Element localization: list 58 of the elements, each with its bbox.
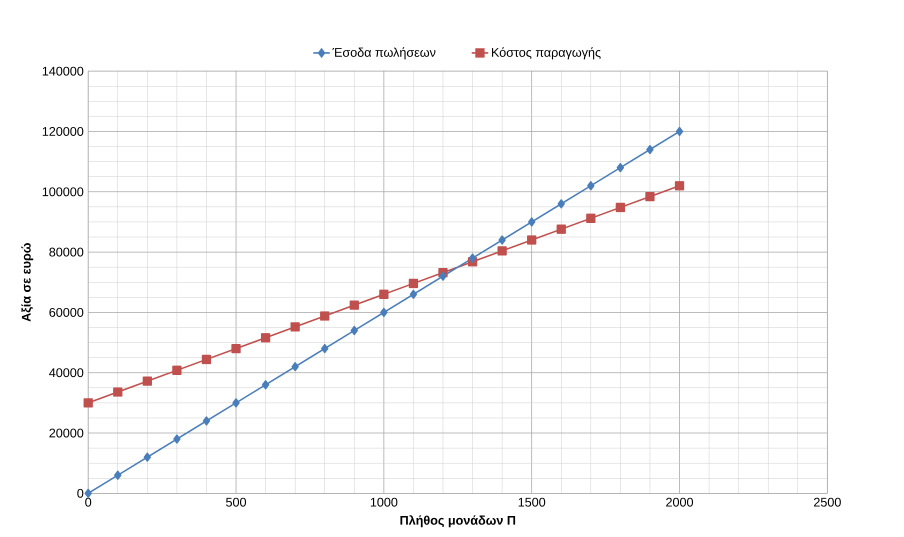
point (646, 144, 654, 154)
x-tick-label: 2500 (814, 498, 841, 506)
point (468, 253, 476, 263)
y-axis-title: Αξία σε ευρώ (21, 242, 34, 322)
y-tick-label: 140000 (42, 66, 84, 76)
point (587, 180, 594, 190)
point (379, 289, 389, 299)
point (408, 278, 418, 288)
x-tick-label: 1000 (370, 498, 398, 506)
point (290, 322, 300, 332)
point (142, 376, 152, 386)
point (84, 488, 92, 498)
point (350, 326, 358, 335)
point (350, 300, 359, 310)
point (173, 434, 181, 444)
x-tick-label: 2000 (666, 498, 694, 506)
point (202, 354, 212, 364)
point (320, 311, 330, 320)
point (262, 380, 270, 390)
point (232, 398, 240, 408)
point (676, 126, 684, 136)
point (260, 332, 270, 342)
point (674, 180, 684, 190)
x-tick-label: 0 (85, 498, 92, 506)
legend-label: Έσοδα πωλήσεων (332, 47, 436, 60)
x-axis-title: Πλήθος μονάδων Π (400, 515, 516, 528)
point (497, 246, 507, 256)
x-tick-label: 1500 (518, 498, 546, 506)
legend-label: Κόστος παραγωγής (492, 47, 601, 60)
point (558, 198, 565, 208)
y-tick-label: 80000 (49, 247, 84, 256)
point (202, 416, 210, 426)
point (410, 289, 418, 299)
point (144, 452, 152, 462)
y-tick-label: 100000 (42, 187, 84, 196)
point (586, 213, 596, 223)
point (645, 192, 655, 202)
point (528, 217, 536, 226)
point (380, 308, 388, 317)
point (172, 365, 182, 375)
y-tick-label: 40000 (49, 368, 84, 377)
point (616, 202, 626, 212)
point (291, 362, 299, 372)
y-tick-label: 0 (77, 488, 84, 498)
point (231, 344, 241, 354)
point (321, 344, 328, 354)
y-tick-label: 20000 (49, 428, 84, 438)
point (114, 470, 122, 480)
point (498, 235, 506, 244)
point (113, 387, 122, 396)
y-tick-label: 60000 (49, 308, 84, 317)
point (84, 398, 93, 408)
point (439, 271, 447, 281)
point (616, 162, 624, 172)
x-tick-label: 500 (226, 498, 246, 506)
point (527, 235, 536, 244)
point (556, 224, 566, 234)
y-tick-label: 120000 (42, 126, 84, 136)
